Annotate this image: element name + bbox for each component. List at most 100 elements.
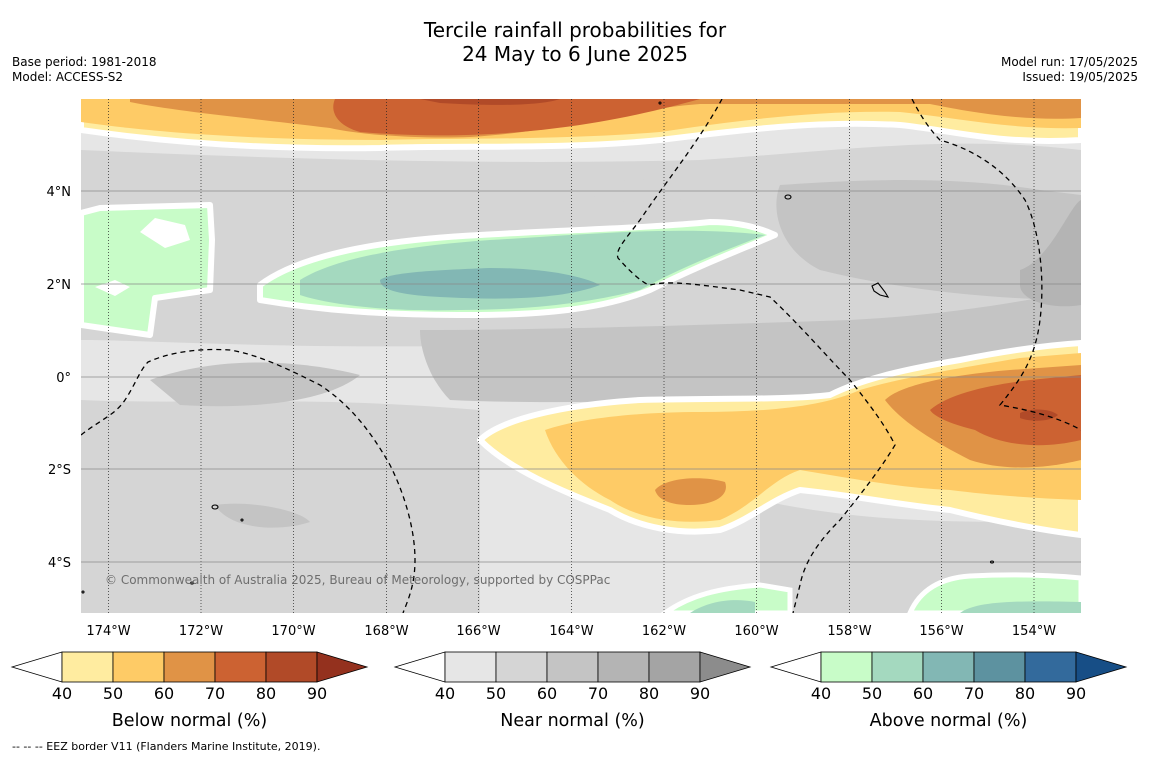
colorbar-above-normal: 40 50 60 70 80 90 Above normal (%): [769, 651, 1128, 731]
island-kiritimati: [871, 282, 890, 298]
lon-tick-156w: 156°W: [919, 624, 963, 639]
parallel-lines: [81, 190, 1081, 563]
lon-tick-160w: 160°W: [734, 624, 778, 639]
meta-right: Model run: 17/05/2025 Issued: 19/05/2025: [1001, 55, 1138, 85]
cb-below-seg-2: [112, 651, 165, 683]
cb-below-arrow-right: [316, 651, 369, 683]
lon-tick-172w: 172°W: [179, 624, 223, 639]
cb-near-tick-90: 90: [690, 684, 710, 703]
title-line-1: Tercile rainfall probabilities for: [423, 18, 727, 42]
island-palmyra: [658, 101, 662, 105]
cb-near-seg-4: [597, 651, 650, 683]
cb-near-seg-3: [546, 651, 599, 683]
cb-above-seg-2: [871, 651, 924, 683]
cb-below-seg-4: [214, 651, 267, 683]
cb-above-tick-70: 70: [964, 684, 984, 703]
eez-border-central: [616, 99, 896, 613]
lon-tick-162w: 162°W: [642, 624, 686, 639]
near-normal-60-patch: [215, 503, 310, 528]
cb-near-tick-80: 80: [639, 684, 659, 703]
cb-above-seg-5: [1024, 651, 1077, 683]
cb-near-tick-70: 70: [588, 684, 608, 703]
lon-tick-168w: 168°W: [364, 624, 408, 639]
cb-above-arrow-left: [769, 651, 822, 683]
cb-below-tick-90: 90: [307, 684, 327, 703]
above-normal-50-south: [690, 600, 755, 613]
lon-tick-164w: 164°W: [549, 624, 593, 639]
map-area: © Commonwealth of Australia 2025, Bureau…: [81, 99, 1081, 613]
cb-above-seg-3: [922, 651, 975, 683]
cb-above-seg-1: [820, 651, 873, 683]
lat-tick-4n: 4°N: [47, 185, 72, 200]
lon-tick-158w: 158°W: [827, 624, 871, 639]
lon-tick-166w: 166°W: [456, 624, 500, 639]
cb-above-tick-50: 50: [862, 684, 882, 703]
lat-tick-0: 0°: [56, 371, 71, 386]
lat-tick-2n: 2°N: [47, 278, 72, 293]
copyright-notice: © Commonwealth of Australia 2025, Bureau…: [105, 573, 610, 587]
cb-above-arrow-right: [1075, 651, 1128, 683]
below-normal-80-north: [420, 99, 560, 105]
island-tabuaeran: [784, 194, 792, 200]
cb-above-tick-80: 80: [1015, 684, 1035, 703]
cb-near-tick-40: 40: [435, 684, 455, 703]
island-phoenix-3: [189, 581, 195, 585]
near-normal-70-east: [1020, 200, 1081, 307]
cb-above-tick-90: 90: [1066, 684, 1086, 703]
islands: [81, 101, 995, 594]
above-normal-60-central: [380, 268, 600, 299]
cb-above-seg-4: [973, 651, 1026, 683]
island-malden: [989, 560, 995, 564]
longitude-tick-labels: 174°W 172°W 170°W 168°W 166°W 164°W 162°…: [86, 624, 1056, 639]
eez-legend-note: -- -- -- EEZ border V11 (Flanders Marine…: [12, 740, 321, 753]
cb-near-tick-60: 60: [537, 684, 557, 703]
below-normal-60-south-patch: [655, 478, 726, 505]
cb-near-seg-1: [444, 651, 497, 683]
base-period: Base period: 1981-2018: [12, 55, 157, 69]
cb-near-arrow-right: [699, 651, 752, 683]
model-run: Model run: 17/05/2025: [1000, 55, 1138, 69]
cb-below-tick-60: 60: [154, 684, 174, 703]
lat-tick-2s: 2°S: [48, 463, 71, 478]
meta-left: Base period: 1981-2018 Model: ACCESS-S2: [12, 55, 157, 85]
lon-tick-170w: 170°W: [271, 624, 315, 639]
cb-near-seg-2: [495, 651, 548, 683]
map-title: Tercile rainfall probabilities for 24 Ma…: [0, 18, 1150, 66]
cb-near-arrow-left: [393, 651, 446, 683]
cb-below-seg-5: [265, 651, 318, 683]
colorbar-below-normal: 40 50 60 70 80 90 Below normal (%): [10, 651, 369, 731]
below-normal-70-north: [333, 99, 700, 136]
cb-above-tick-60: 60: [913, 684, 933, 703]
lon-tick-154w: 154°W: [1012, 624, 1056, 639]
cb-below-tick-40: 40: [52, 684, 72, 703]
cb-near-tick-50: 50: [486, 684, 506, 703]
cb-below-tick-80: 80: [256, 684, 276, 703]
cb-near-title: Near normal (%): [500, 711, 645, 731]
eez-borders: [81, 99, 1081, 613]
model-name: Model: ACCESS-S2: [12, 70, 124, 84]
near-normal-60-west: [150, 362, 360, 407]
near-normal-50-band-southwest: [81, 400, 480, 613]
cb-below-seg-1: [61, 651, 114, 683]
cb-below-title: Below normal (%): [112, 711, 267, 731]
near-normal-60-northeast: [776, 180, 1081, 300]
eez-border-west: [81, 348, 416, 613]
below-normal-70-east: [930, 375, 1081, 446]
cb-above-title: Above normal (%): [870, 711, 1028, 731]
white-hole-west: [140, 218, 190, 248]
lon-tick-174w: 174°W: [86, 624, 130, 639]
cb-below-tick-50: 50: [103, 684, 123, 703]
below-normal-80-east: [1020, 409, 1058, 421]
island-west-edge: [81, 590, 85, 594]
colorbar-near-normal: 40 50 60 70 80 90 Near normal (%): [393, 651, 752, 731]
above-normal-40-south: [660, 582, 793, 613]
cb-above-tick-40: 40: [811, 684, 831, 703]
island-phoenix-1: [211, 504, 219, 510]
latitude-tick-labels: 4°N 2°N 0° 2°S 4°S: [47, 185, 72, 571]
lat-tick-4s: 4°S: [48, 556, 71, 571]
issued-date: Issued: 19/05/2025: [1022, 70, 1138, 84]
cb-below-seg-3: [163, 651, 216, 683]
title-line-2: 24 May to 6 June 2025: [462, 42, 688, 66]
above-normal-50-southeast: [960, 601, 1081, 613]
